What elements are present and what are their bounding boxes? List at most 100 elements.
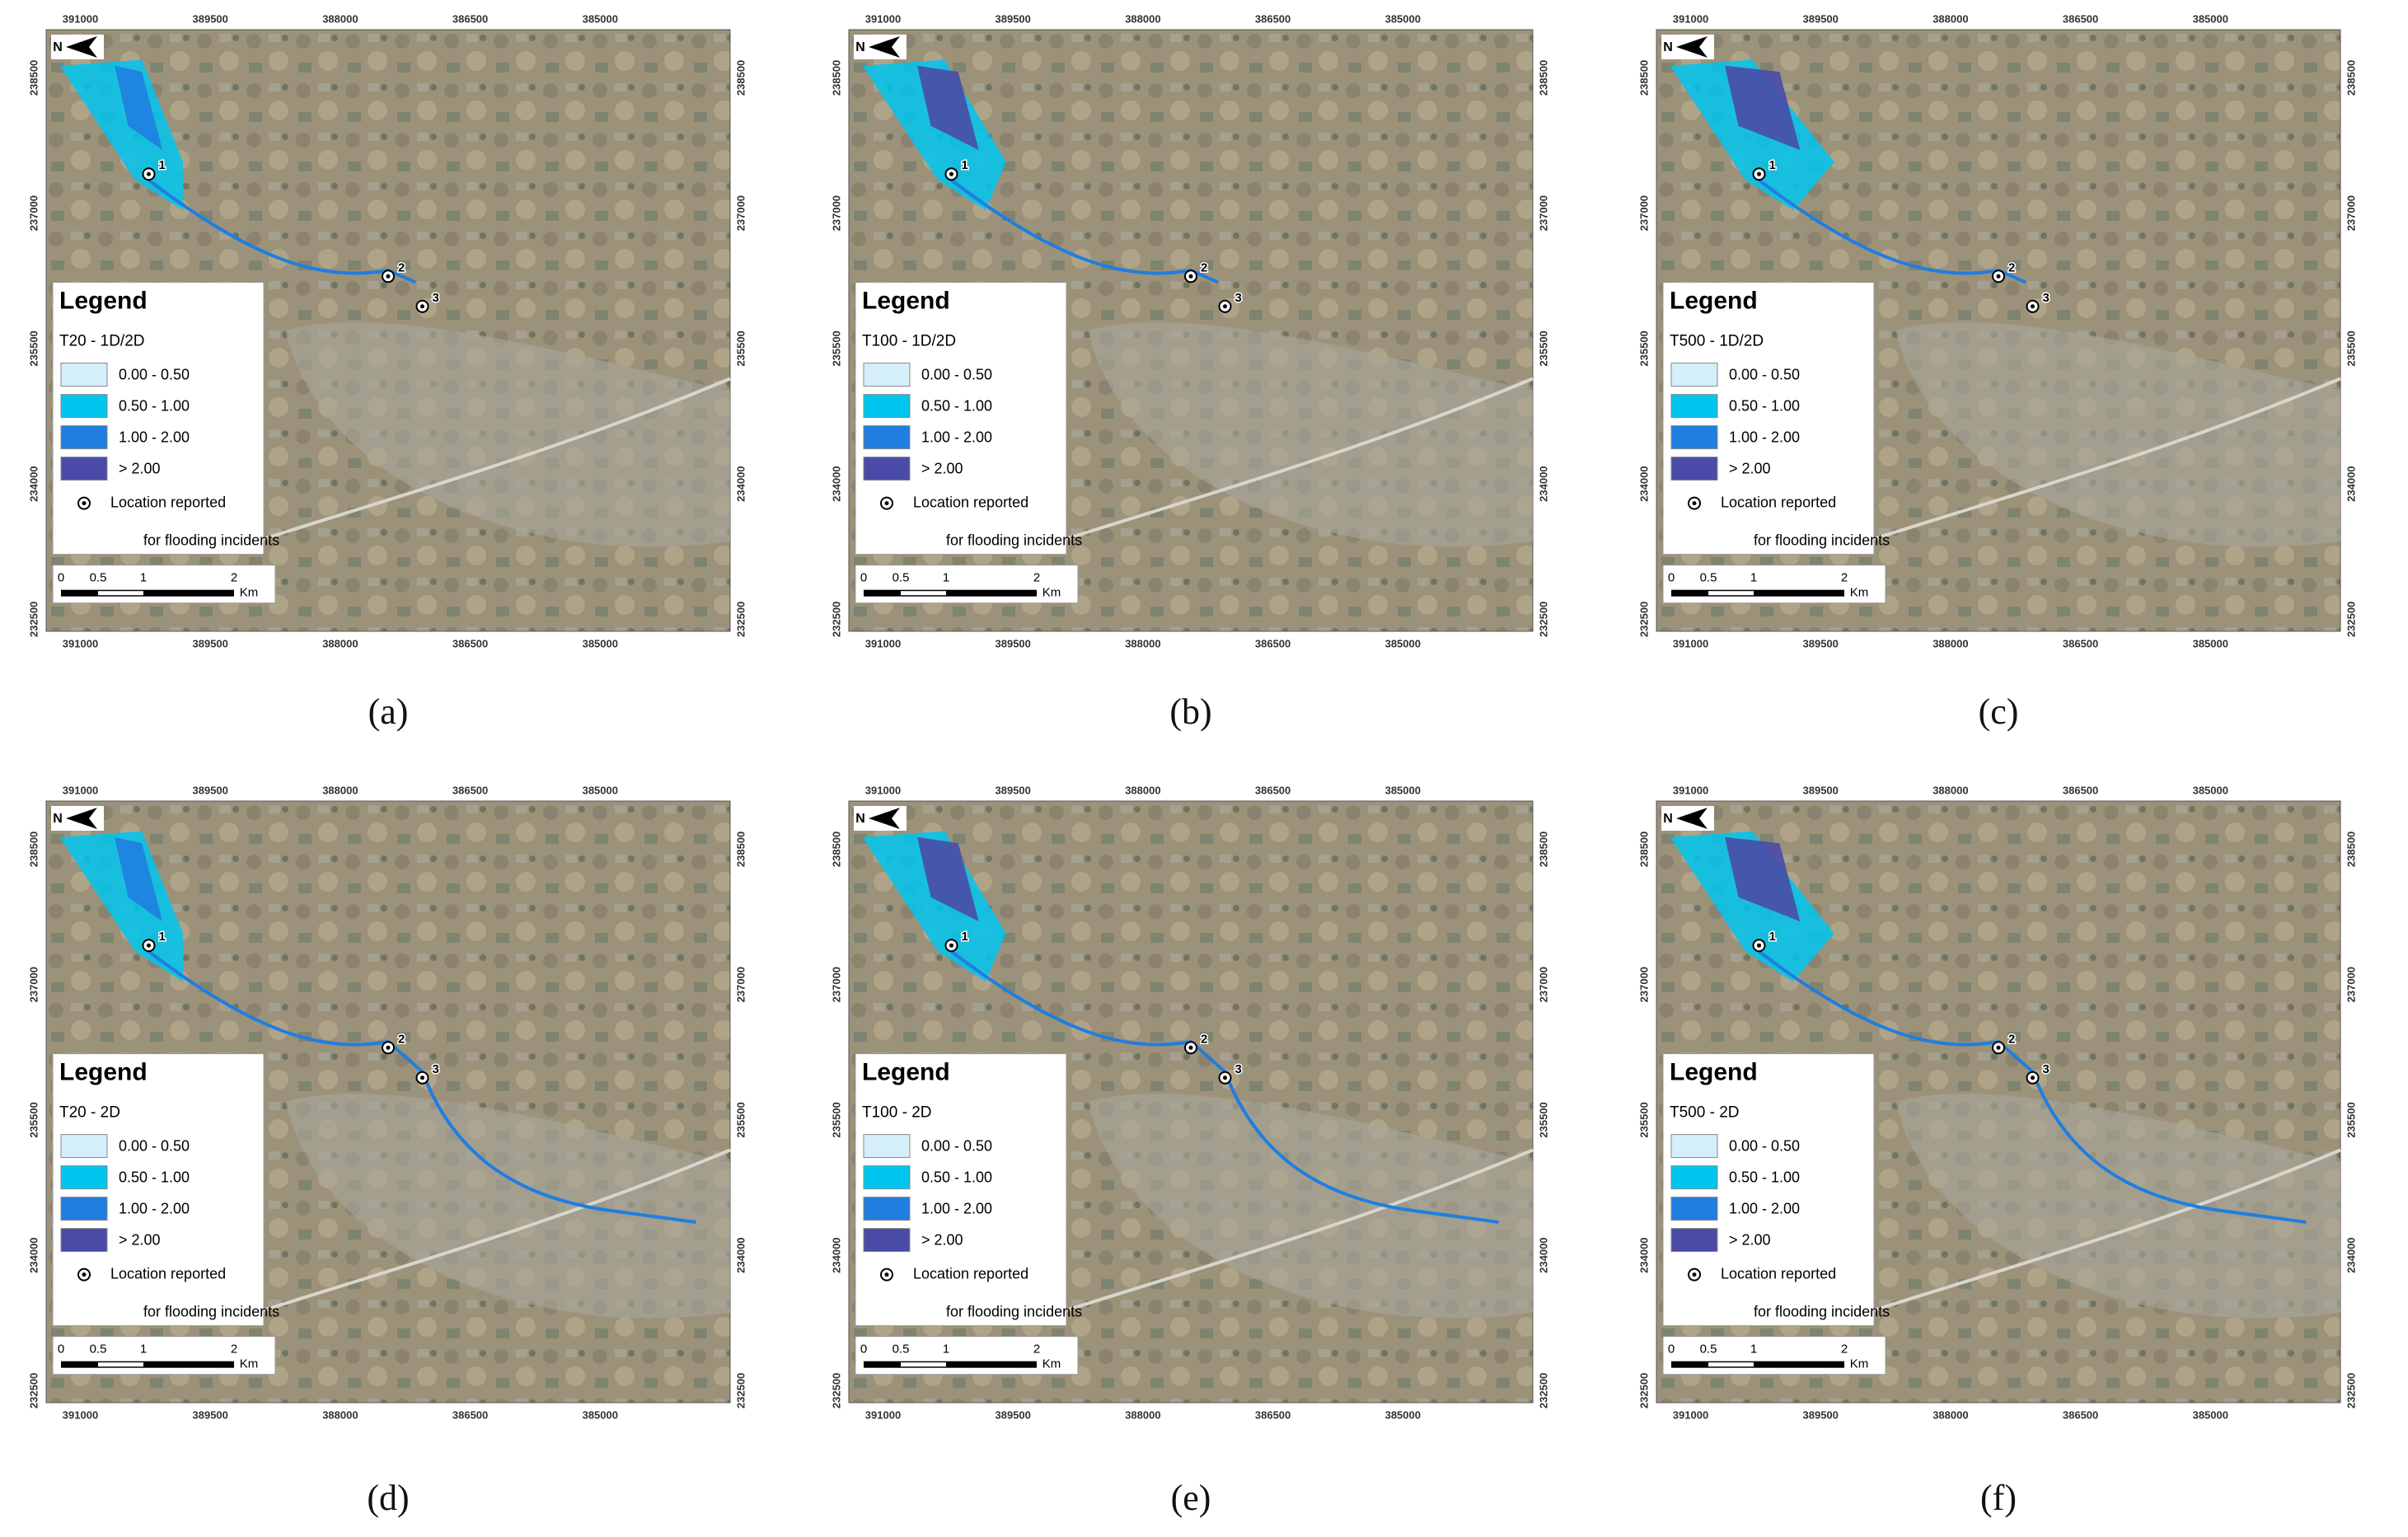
y-coord-left: 234000 — [830, 466, 842, 501]
north-arrow — [66, 808, 97, 829]
legend-title: T500 - 2D — [1670, 1104, 1739, 1122]
north-arrow — [869, 808, 900, 829]
scale-label: 0 — [1668, 571, 1675, 585]
legend-swatch — [1670, 363, 1718, 387]
x-coord-bottom: 385000 — [1385, 1408, 1421, 1421]
highway — [1039, 1148, 1534, 1320]
y-coord-right: 235500 — [1537, 330, 1549, 366]
legend-dot — [884, 501, 889, 506]
panel-caption: (c) — [1979, 691, 2019, 732]
scale-label: Km — [1850, 1357, 1869, 1371]
incident-label: 3 — [2043, 1062, 2050, 1076]
incident-dot — [147, 171, 151, 176]
incident-dot — [420, 1075, 424, 1080]
x-coord-top: 389500 — [193, 12, 228, 25]
x-coord-bottom: 385000 — [583, 637, 618, 649]
incident-dot — [1188, 1045, 1193, 1050]
incident-dot — [1223, 304, 1227, 309]
y-coord-left: 237000 — [1637, 967, 1650, 1002]
legend-heading: Legend — [1670, 1059, 1758, 1086]
legend-label: 1.00 - 2.00 — [1729, 1200, 1800, 1216]
y-coord-left: 232500 — [830, 602, 842, 637]
scale-bar-seg — [98, 1362, 143, 1367]
legend-swatch — [1670, 1165, 1718, 1190]
highway — [1847, 377, 2341, 549]
scale-label: 1 — [140, 1343, 147, 1357]
x-coord-bottom: 389500 — [1803, 1408, 1839, 1421]
incident-label: 2 — [398, 260, 405, 274]
y-coord-right: 238500 — [1537, 832, 1549, 867]
legend-heading: Legend — [862, 288, 950, 315]
legend-label: > 2.00 — [921, 460, 963, 476]
scale-label: Km — [1042, 1357, 1061, 1371]
incident-dot — [2031, 304, 2035, 309]
y-coord-right: 238500 — [734, 832, 747, 867]
legend-swatch — [863, 1197, 911, 1221]
scale-bar-seg — [98, 591, 143, 596]
legend-location: Location reported — [913, 1265, 1028, 1282]
incident-label: 3 — [1235, 1062, 1242, 1076]
legend-box — [855, 282, 1067, 555]
incident-dot — [949, 171, 953, 176]
panel-caption: (a) — [368, 691, 409, 732]
scale-bar-seg — [1708, 591, 1754, 596]
scale-bar — [864, 1361, 1037, 1368]
x-coord-bottom: 386500 — [1255, 637, 1291, 649]
y-coord-left: 232500 — [1637, 602, 1650, 637]
y-coord-left: 237000 — [27, 195, 40, 231]
legend-swatch — [60, 1134, 108, 1159]
x-coord-bottom: 391000 — [865, 1408, 901, 1421]
x-coord-top: 386500 — [1255, 784, 1291, 796]
flood-deep — [917, 836, 979, 921]
scale-label: 2 — [1033, 1343, 1040, 1357]
legend-title: T500 - 1D/2D — [1670, 333, 1764, 350]
x-coord-top: 391000 — [63, 784, 98, 796]
x-coord-bottom: 391000 — [63, 1408, 98, 1421]
y-coord-left: 234000 — [1637, 1237, 1650, 1272]
scale-label: 1 — [140, 571, 147, 585]
scale-label: 0.5 — [90, 571, 107, 585]
legend-swatch — [863, 363, 911, 387]
x-coord-bottom: 385000 — [583, 1408, 618, 1421]
legend-label: 0.50 - 1.00 — [921, 1169, 992, 1185]
x-coord-bottom: 389500 — [1803, 637, 1839, 649]
scale-label: 1 — [943, 571, 949, 585]
urban-area — [1088, 1094, 1533, 1319]
legend-label: > 2.00 — [119, 1231, 161, 1248]
legend-location: for flooding incidents — [143, 532, 279, 548]
legend-label: 0.00 - 0.50 — [119, 366, 190, 382]
legend-dot — [1692, 1272, 1697, 1277]
incident-dot — [386, 1045, 391, 1050]
flood-channel — [1758, 178, 2027, 284]
legend-title: T100 - 2D — [862, 1104, 931, 1122]
legend-label: 1.00 - 2.00 — [921, 429, 992, 445]
scale-bg — [855, 565, 1079, 604]
y-coord-left: 235500 — [830, 1102, 842, 1137]
y-coord-right: 235500 — [734, 330, 747, 366]
legend-label: > 2.00 — [1729, 460, 1771, 476]
x-coord-top: 388000 — [1932, 784, 1968, 796]
y-coord-right: 235500 — [2345, 1102, 2357, 1137]
legend-swatch — [863, 457, 911, 481]
x-coord-top: 391000 — [1673, 12, 1708, 25]
x-coord-bottom: 391000 — [63, 637, 98, 649]
legend-swatch — [60, 1197, 108, 1221]
legend-swatch — [863, 1165, 911, 1190]
north-label: N — [1663, 40, 1673, 54]
north-label: N — [53, 812, 63, 826]
y-coord-left: 237000 — [830, 195, 842, 231]
flood-channel — [148, 949, 696, 1224]
incident-dot — [949, 943, 953, 948]
north-label: N — [855, 40, 865, 54]
x-coord-top: 389500 — [996, 784, 1031, 796]
panel-caption: (b) — [1169, 691, 1211, 732]
highway — [1847, 1148, 2341, 1320]
y-coord-right: 235500 — [1537, 1102, 1549, 1137]
y-coord-left: 238500 — [27, 60, 40, 96]
y-coord-left: 234000 — [830, 1237, 842, 1272]
urban-area — [285, 322, 730, 547]
legend-label: 1.00 - 2.00 — [119, 429, 190, 445]
scale-label: 0.5 — [892, 571, 910, 585]
legend-location: for flooding incidents — [946, 532, 1082, 548]
legend-location: Location reported — [913, 494, 1028, 510]
